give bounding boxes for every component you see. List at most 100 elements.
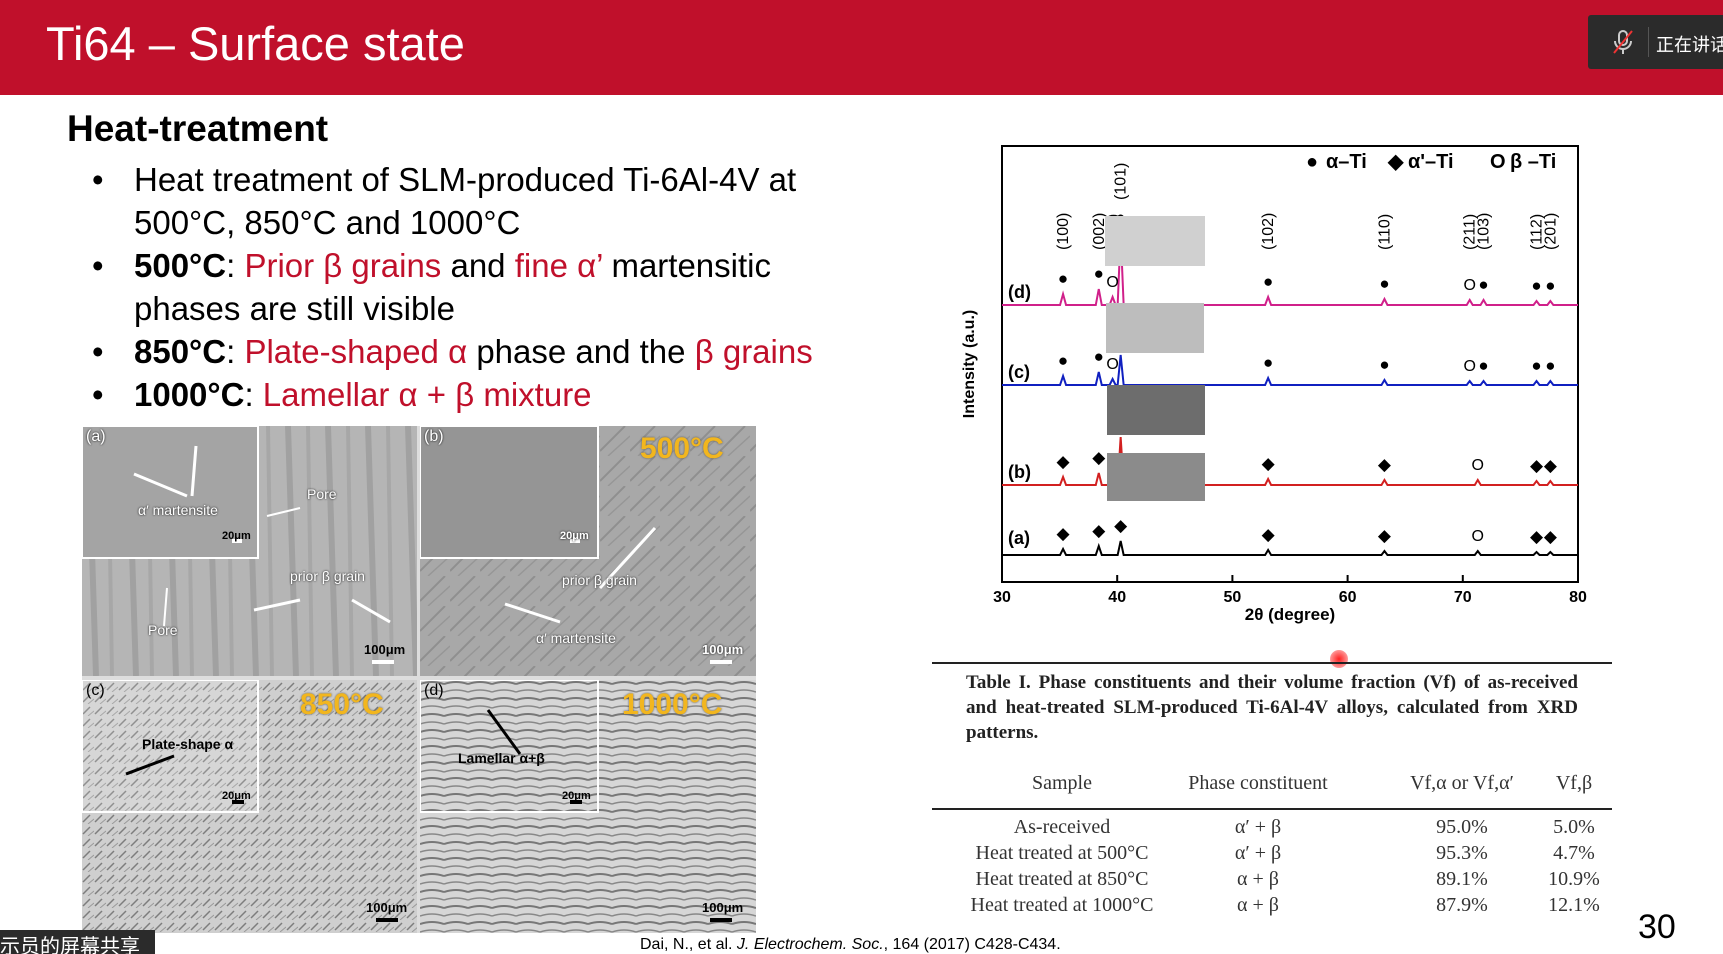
temperature-label: 850°C bbox=[300, 688, 384, 721]
citation-journal: J. Electrochem. Soc. bbox=[736, 936, 884, 953]
table-header-rule bbox=[932, 808, 1612, 810]
peak-marker: O bbox=[1472, 457, 1484, 474]
peak-marker: ● bbox=[1058, 351, 1068, 370]
scale-bar-label: 100μm bbox=[366, 900, 408, 915]
inset-micrograph bbox=[1107, 385, 1205, 435]
legend-label: β –Ti bbox=[1510, 151, 1556, 173]
x-tick-label: 50 bbox=[1224, 589, 1242, 606]
peak-marker: O bbox=[1106, 356, 1118, 373]
table-cell: 12.1% bbox=[1548, 894, 1600, 916]
table-cell: 95.3% bbox=[1436, 842, 1488, 864]
table-cell: 89.1% bbox=[1436, 868, 1488, 890]
peak-marker: ◆ bbox=[1092, 521, 1106, 540]
annotation: prior β grain bbox=[562, 572, 637, 588]
scale-bar-label: 100μm bbox=[702, 642, 744, 657]
peak-marker: ● bbox=[1379, 274, 1389, 293]
table-cell: α′ + β bbox=[1234, 842, 1282, 864]
legend-symbol: ◆ bbox=[1387, 151, 1404, 173]
peak-marker: O bbox=[1463, 358, 1475, 375]
table-cell: As-received bbox=[1013, 816, 1111, 838]
scale-bar-label: 20μm bbox=[222, 790, 251, 802]
panel-label: (c) bbox=[86, 682, 105, 699]
slide-title: Ti64 – Surface state bbox=[46, 17, 465, 70]
micrograph-panel-a: (a) α′ martensite Pore prior β grain Por… bbox=[82, 426, 417, 676]
plot-frame bbox=[1001, 145, 1579, 583]
peak-marker: ● bbox=[1545, 276, 1555, 295]
peak-marker: ◆ bbox=[1092, 448, 1106, 467]
bullet-text: Heat treatment of SLM-produced Ti-6Al-4V… bbox=[134, 161, 797, 198]
bullet-highlight: Prior β grains bbox=[244, 247, 442, 284]
peak-marker: ◆ bbox=[1378, 455, 1392, 474]
annotation: Pore bbox=[307, 486, 337, 502]
peak-index-label: (102) bbox=[1260, 213, 1277, 250]
x-tick-label: 70 bbox=[1454, 589, 1472, 606]
x-tick-label: 60 bbox=[1339, 589, 1357, 606]
table-row: Heat treated at 850°C α + β 89.1% 10.9% bbox=[932, 868, 1610, 894]
micrograph-d-image bbox=[420, 680, 756, 933]
peak-index-label: (103) bbox=[1476, 213, 1493, 250]
table-cell: 4.7% bbox=[1553, 842, 1595, 864]
table-cell: α + β bbox=[1237, 894, 1279, 916]
table-cell: 5.0% bbox=[1553, 816, 1595, 838]
table-top-rule bbox=[932, 662, 1612, 664]
peak-marker: ● bbox=[1263, 272, 1273, 291]
bullet-item: 850°C: Plate-shaped α phase and the β gr… bbox=[92, 330, 912, 373]
peak-marker: ● bbox=[1531, 356, 1541, 375]
peak-index-label: (100) bbox=[1055, 213, 1072, 250]
peak-marker: ● bbox=[1094, 347, 1104, 366]
table-cell: α′ + β bbox=[1234, 816, 1282, 838]
bullet-text: phase and the bbox=[467, 333, 695, 370]
micrograph-c-image bbox=[82, 680, 417, 933]
bullet-text: martensitic bbox=[602, 247, 771, 284]
xrd-chart: 30 40 50 60 70 80 2θ (degree) Intensity (a.u.) ●… bbox=[961, 145, 1587, 624]
annotation: prior β grain bbox=[290, 568, 365, 584]
temperature-label: 500°C bbox=[640, 432, 724, 465]
series-label: (a) bbox=[1008, 528, 1030, 548]
annotation: Plate-shape α bbox=[142, 736, 234, 752]
legend-symbol: O bbox=[1490, 151, 1506, 173]
inset-micrograph bbox=[1107, 453, 1205, 501]
panel-label: (a) bbox=[86, 428, 106, 445]
y-axis-label: Intensity (a.u.) bbox=[961, 310, 978, 418]
series-label: (d) bbox=[1008, 282, 1031, 302]
micrograph-a-image bbox=[82, 426, 417, 676]
bullet-item: Heat treatment of SLM-produced Ti-6Al-4V… bbox=[92, 158, 912, 244]
scale-bar-label: 20μm bbox=[560, 530, 589, 542]
annotation: α′ martensite bbox=[536, 630, 616, 646]
temperature-label: 1000°C bbox=[622, 688, 723, 721]
citation-details: , 164 (2017) C428-C434. bbox=[883, 936, 1061, 953]
micrograph-panel-d: (d) 1000°C Lamellar α+β 20μm 100μm bbox=[420, 680, 756, 933]
screen-share-label[interactable]: 示员的屏幕共享 bbox=[0, 930, 155, 954]
peak-index-label: (112) bbox=[1529, 214, 1546, 250]
peak-marker: ◆ bbox=[1530, 456, 1544, 475]
peak-marker: ◆ bbox=[1057, 524, 1071, 543]
table-cell: Heat treated at 1000°C bbox=[970, 894, 1154, 916]
micrograph-panel-b: (b) 500°C prior β grain α′ martensite 20… bbox=[420, 426, 756, 676]
peak-marker: ◆ bbox=[1057, 452, 1071, 471]
peak-marker: ● bbox=[1478, 275, 1488, 294]
table-cell: 87.9% bbox=[1436, 894, 1488, 916]
bullet-bold: 500°C bbox=[134, 247, 227, 284]
bullet-text: phases are still visible bbox=[134, 290, 455, 327]
bullet-text: 500°C, 850°C and 1000°C bbox=[134, 204, 521, 241]
meeting-speaker-badge[interactable]: 正在讲话 bbox=[1588, 15, 1723, 69]
series-label: (c) bbox=[1008, 362, 1030, 382]
peak-marker: ● bbox=[1263, 353, 1273, 372]
peak-marker: ● bbox=[1094, 264, 1104, 283]
table-header: Vf,β bbox=[1555, 772, 1593, 794]
xrd-series-line bbox=[1002, 540, 1578, 556]
inset-micrograph bbox=[1106, 303, 1204, 353]
bullet-highlight: fine α’ bbox=[514, 247, 603, 284]
table-header: Sample bbox=[1032, 772, 1092, 794]
scale-bar-label: 20μm bbox=[222, 530, 251, 542]
peak-marker: ● bbox=[1531, 276, 1541, 295]
divider bbox=[1648, 27, 1649, 57]
peak-marker: ● bbox=[1545, 356, 1555, 375]
peak-marker: ● bbox=[1058, 269, 1068, 288]
table-row: Heat treated at 500°C α′ + β 95.3% 4.7% bbox=[932, 842, 1610, 868]
peak-index-label: (211) bbox=[1462, 214, 1479, 250]
legend-label: α–Ti bbox=[1326, 151, 1367, 173]
peak-marker: O bbox=[1106, 274, 1118, 291]
table-cell: Heat treated at 850°C bbox=[975, 868, 1149, 890]
bullet-highlight: β grains bbox=[694, 333, 813, 370]
